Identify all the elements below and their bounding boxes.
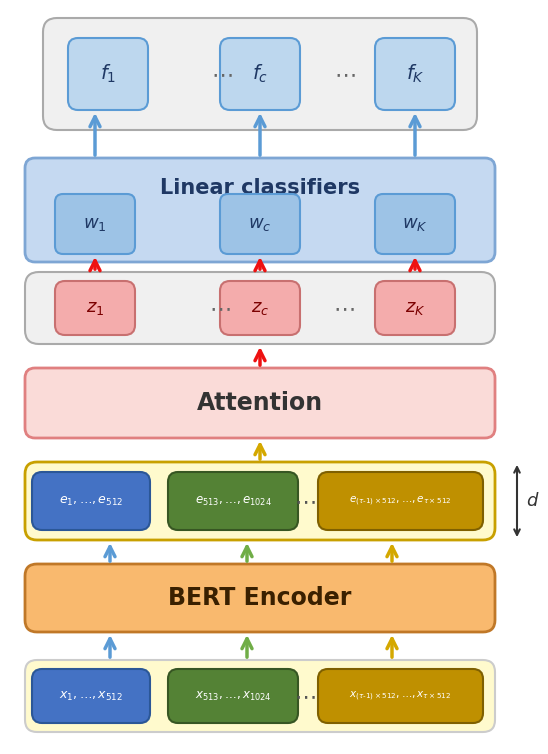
Text: Linear classifiers: Linear classifiers — [160, 178, 360, 198]
Text: $d$: $d$ — [526, 492, 540, 510]
FancyBboxPatch shape — [55, 194, 135, 254]
FancyBboxPatch shape — [25, 272, 495, 344]
FancyBboxPatch shape — [220, 281, 300, 335]
FancyBboxPatch shape — [375, 38, 455, 110]
Text: $x_{(\tau\text{-}1)\times512},\ldots,x_{\tau\times512}$: $x_{(\tau\text{-}1)\times512},\ldots,x_{… — [350, 689, 452, 703]
Text: $x_{513},\ldots,x_{1024}$: $x_{513},\ldots,x_{1024}$ — [195, 689, 271, 703]
Text: $e_{(\tau\text{-}1)\times512},\ldots,e_{\tau\times512}$: $e_{(\tau\text{-}1)\times512},\ldots,e_{… — [349, 495, 452, 507]
FancyBboxPatch shape — [25, 158, 495, 262]
Text: $f_c$: $f_c$ — [252, 63, 268, 85]
FancyBboxPatch shape — [43, 18, 477, 130]
Text: $\cdots$: $\cdots$ — [334, 64, 356, 84]
Text: $e_{513},\ldots,e_{1024}$: $e_{513},\ldots,e_{1024}$ — [195, 495, 271, 507]
FancyBboxPatch shape — [68, 38, 148, 110]
Text: $w_c$: $w_c$ — [248, 215, 272, 233]
Text: $f_1$: $f_1$ — [100, 63, 116, 85]
FancyBboxPatch shape — [25, 564, 495, 632]
FancyBboxPatch shape — [25, 660, 495, 732]
Text: $x_1,\ldots,x_{512}$: $x_1,\ldots,x_{512}$ — [59, 689, 123, 703]
Text: $w_1$: $w_1$ — [83, 215, 107, 233]
Text: Attention: Attention — [197, 391, 323, 415]
FancyBboxPatch shape — [32, 472, 150, 530]
FancyBboxPatch shape — [318, 472, 483, 530]
FancyBboxPatch shape — [220, 194, 300, 254]
FancyBboxPatch shape — [220, 38, 300, 110]
Text: $e_1,\ldots,e_{512}$: $e_1,\ldots,e_{512}$ — [59, 495, 123, 507]
Text: $z_c$: $z_c$ — [251, 299, 269, 317]
Text: $\cdots$: $\cdots$ — [333, 298, 355, 318]
FancyBboxPatch shape — [375, 194, 455, 254]
FancyBboxPatch shape — [25, 462, 495, 540]
FancyBboxPatch shape — [375, 281, 455, 335]
Text: $\cdots$: $\cdots$ — [294, 686, 316, 706]
Text: $\cdots$: $\cdots$ — [294, 491, 316, 511]
Text: $\cdots$: $\cdots$ — [209, 298, 231, 318]
FancyBboxPatch shape — [318, 669, 483, 723]
FancyBboxPatch shape — [32, 669, 150, 723]
Text: $f_K$: $f_K$ — [406, 63, 424, 85]
FancyBboxPatch shape — [25, 368, 495, 438]
Text: $w_K$: $w_K$ — [402, 215, 428, 233]
Text: $z_K$: $z_K$ — [404, 299, 425, 317]
Text: $\cdots$: $\cdots$ — [211, 64, 233, 84]
FancyBboxPatch shape — [55, 281, 135, 335]
FancyBboxPatch shape — [168, 669, 298, 723]
FancyBboxPatch shape — [168, 472, 298, 530]
Text: BERT Encoder: BERT Encoder — [168, 586, 352, 610]
Text: $z_1$: $z_1$ — [86, 299, 104, 317]
